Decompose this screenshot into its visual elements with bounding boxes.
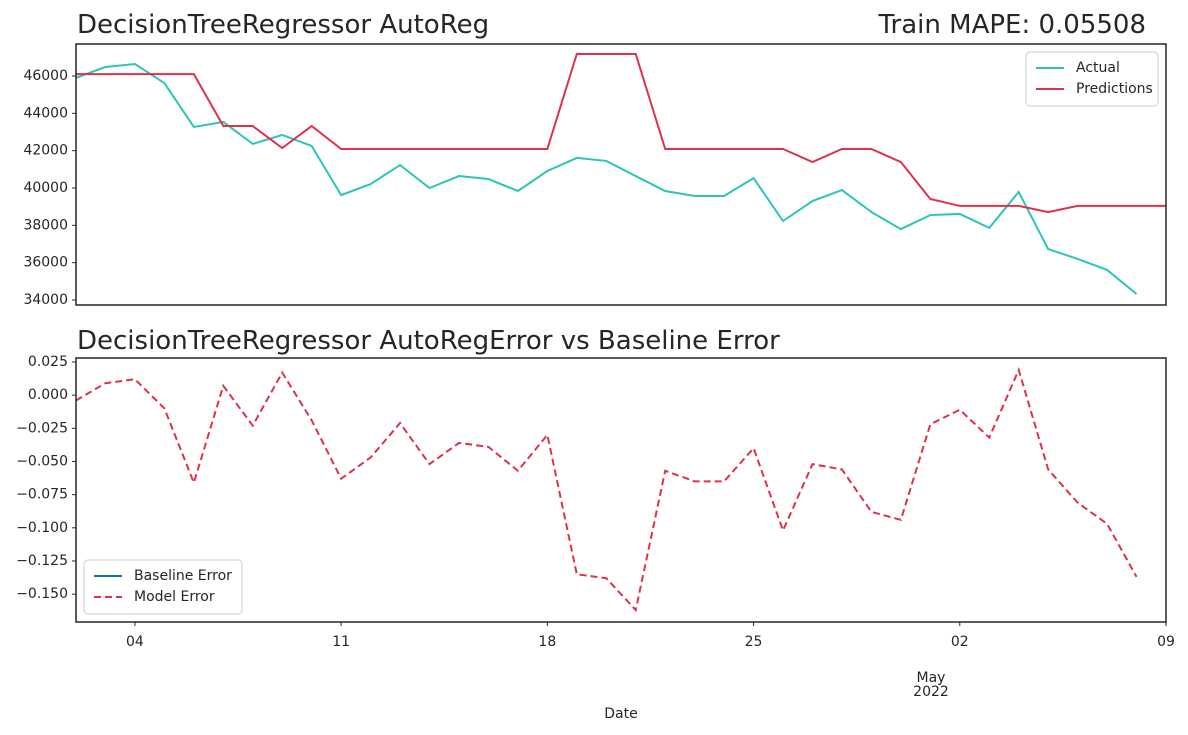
y-tick-label: 46000 bbox=[23, 68, 68, 84]
y-tick-label: −0.050 bbox=[16, 453, 68, 469]
x-tick-label: 25 bbox=[745, 634, 763, 650]
y-tick-label: −0.150 bbox=[16, 586, 68, 602]
legend-label: Predictions bbox=[1076, 81, 1153, 97]
legend-label: Baseline Error bbox=[134, 568, 232, 584]
y-tick-label: 42000 bbox=[23, 143, 68, 159]
y-tick-label: 44000 bbox=[23, 105, 68, 121]
y-tick-label: 34000 bbox=[23, 292, 68, 308]
data-line bbox=[76, 52, 1166, 214]
y-tick-label: −0.025 bbox=[16, 420, 68, 436]
chart-title: DecisionTreeRegressor AutoRegError vs Ba… bbox=[77, 326, 780, 356]
plot-frame bbox=[75, 43, 1167, 306]
y-tick-label: 40000 bbox=[23, 180, 68, 196]
y-tick-label: 0.025 bbox=[28, 354, 68, 370]
data-line bbox=[76, 367, 1138, 613]
y-tick-label: 0.000 bbox=[28, 387, 68, 403]
x-axis-label: Date bbox=[604, 706, 637, 722]
x-tick-label: 09 bbox=[1157, 634, 1175, 650]
legend-box bbox=[83, 559, 243, 615]
annotation: Train MAPE: 0.05508 bbox=[877, 10, 1146, 40]
data-line bbox=[76, 63, 1138, 295]
y-tick-label: −0.075 bbox=[16, 487, 68, 503]
x-tick-label: 04 bbox=[126, 634, 144, 650]
plot-frame bbox=[75, 357, 1167, 623]
y-tick-label: 36000 bbox=[23, 255, 68, 271]
legend-label: Actual bbox=[1076, 60, 1120, 76]
chart-title: DecisionTreeRegressor AutoReg bbox=[77, 10, 489, 40]
x-period-label: 2022 bbox=[913, 684, 949, 700]
x-period-label: May bbox=[917, 670, 946, 686]
legend-box bbox=[1025, 51, 1159, 107]
legend-label: Model Error bbox=[134, 589, 215, 605]
y-tick-label: 38000 bbox=[23, 217, 68, 233]
y-tick-label: −0.125 bbox=[16, 553, 68, 569]
x-tick-label: 11 bbox=[332, 634, 350, 650]
x-tick-label: 18 bbox=[538, 634, 556, 650]
x-tick-label: 02 bbox=[951, 634, 969, 650]
y-tick-label: −0.100 bbox=[16, 520, 68, 536]
